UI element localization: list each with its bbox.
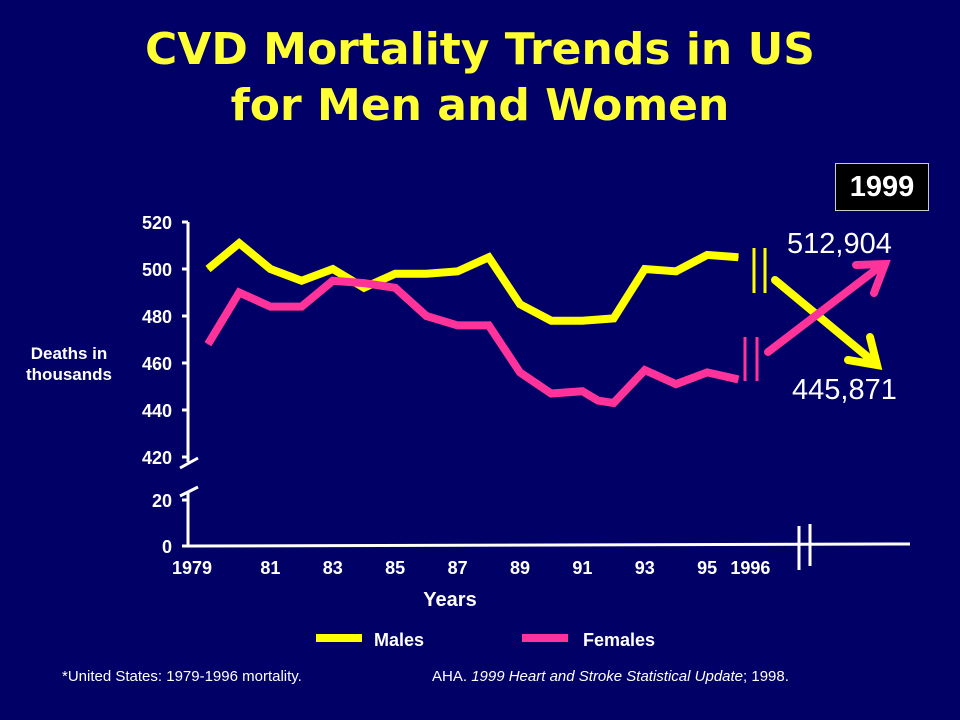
legend-label-females: Females bbox=[583, 630, 656, 650]
x-tick-label: 1996 bbox=[730, 558, 770, 578]
data-point-males bbox=[706, 254, 708, 256]
y-axis-label: Deaths in thousands bbox=[8, 343, 130, 385]
series-break-females bbox=[743, 337, 759, 381]
x-axis-label: Years bbox=[423, 589, 477, 611]
footnote-left: *United States: 1979-1996 mortality. bbox=[62, 668, 302, 685]
data-point-males bbox=[457, 270, 459, 272]
data-point-males bbox=[332, 268, 334, 270]
x-tick-label: 87 bbox=[448, 558, 468, 578]
data-point-females bbox=[644, 369, 646, 371]
citation-title: 1999 Heart and Stroke Statistical Update bbox=[471, 668, 744, 685]
data-point-females bbox=[457, 324, 459, 326]
males-arrow bbox=[771, 276, 883, 370]
y-tick-label: 20 bbox=[152, 491, 172, 511]
data-point-females bbox=[394, 287, 396, 289]
x-tick-label: 91 bbox=[572, 558, 592, 578]
y-axis-break bbox=[179, 456, 199, 470]
data-point-females bbox=[425, 315, 427, 317]
y-tick-label: 480 bbox=[142, 307, 172, 327]
annotation-females-1999: 512,904 bbox=[787, 228, 892, 260]
data-point-females bbox=[519, 371, 521, 373]
data-point-females bbox=[238, 292, 240, 293]
data-point-males bbox=[613, 317, 615, 319]
data-point-males bbox=[675, 270, 677, 272]
y-tick-label: 500 bbox=[142, 260, 172, 280]
x-axis bbox=[187, 542, 911, 548]
y-label-line-2: thousands bbox=[26, 365, 112, 384]
x-tick-label: 83 bbox=[323, 558, 343, 578]
data-point-males bbox=[581, 320, 583, 322]
x-tick-label: 93 bbox=[635, 558, 655, 578]
series-line-females bbox=[204, 276, 740, 408]
series-break-males bbox=[752, 248, 767, 293]
data-point-males bbox=[488, 256, 490, 258]
y-label-line-1: Deaths in bbox=[30, 344, 108, 363]
data-point-males bbox=[394, 273, 396, 275]
data-point-males bbox=[301, 280, 303, 282]
data-point-females bbox=[550, 393, 552, 395]
citation-suffix: ; 1998. bbox=[743, 668, 789, 685]
data-point-males bbox=[238, 242, 240, 244]
x-tick-label: 81 bbox=[260, 558, 280, 578]
y-tick-label: 520 bbox=[142, 213, 172, 233]
data-point-females bbox=[301, 306, 303, 308]
data-point-females bbox=[488, 324, 490, 326]
title-line-1: CVD Mortality Trends in US bbox=[144, 24, 815, 75]
data-point-females bbox=[269, 306, 271, 308]
data-point-females bbox=[613, 402, 615, 404]
footnote-right: AHA. 1999 Heart and Stroke Statistical U… bbox=[432, 668, 789, 685]
series-line-males bbox=[205, 237, 739, 325]
data-point-females bbox=[737, 378, 739, 380]
data-point-males bbox=[519, 303, 521, 305]
females-arrow bbox=[764, 259, 891, 356]
legend-label-males: Males bbox=[374, 630, 425, 650]
data-point-females bbox=[581, 390, 583, 392]
data-point-males bbox=[644, 268, 646, 270]
data-point-females bbox=[706, 371, 708, 373]
data-point-females bbox=[332, 280, 334, 282]
x-tick-label: 1979 bbox=[172, 558, 212, 578]
annotation-males-1999: 445,871 bbox=[792, 374, 897, 406]
data-point-females bbox=[597, 400, 599, 402]
data-point-females bbox=[363, 282, 365, 284]
x-tick-label: 95 bbox=[697, 558, 717, 578]
y-tick-label: 440 bbox=[142, 401, 172, 421]
chart-title: CVD Mortality Trends in US for Men and W… bbox=[0, 22, 960, 134]
data-point-males bbox=[550, 320, 552, 322]
data-point-males bbox=[737, 256, 739, 258]
title-line-2: for Men and Women bbox=[230, 80, 730, 131]
x-tick-label: 85 bbox=[385, 558, 405, 578]
citation-prefix: AHA. bbox=[432, 668, 472, 685]
y-axis-break bbox=[179, 485, 199, 498]
data-point-males bbox=[425, 273, 427, 275]
year-badge: 1999 bbox=[835, 163, 929, 211]
y-tick-label: 460 bbox=[142, 354, 172, 374]
data-point-males bbox=[363, 287, 365, 289]
y-tick-label: 420 bbox=[142, 448, 172, 468]
data-point-males bbox=[269, 268, 271, 270]
data-point-females bbox=[675, 383, 677, 385]
data-point-females bbox=[207, 343, 209, 345]
x-tick-label: 89 bbox=[510, 558, 530, 578]
data-point-males bbox=[207, 268, 209, 270]
y-tick-label: 0 bbox=[162, 537, 172, 557]
